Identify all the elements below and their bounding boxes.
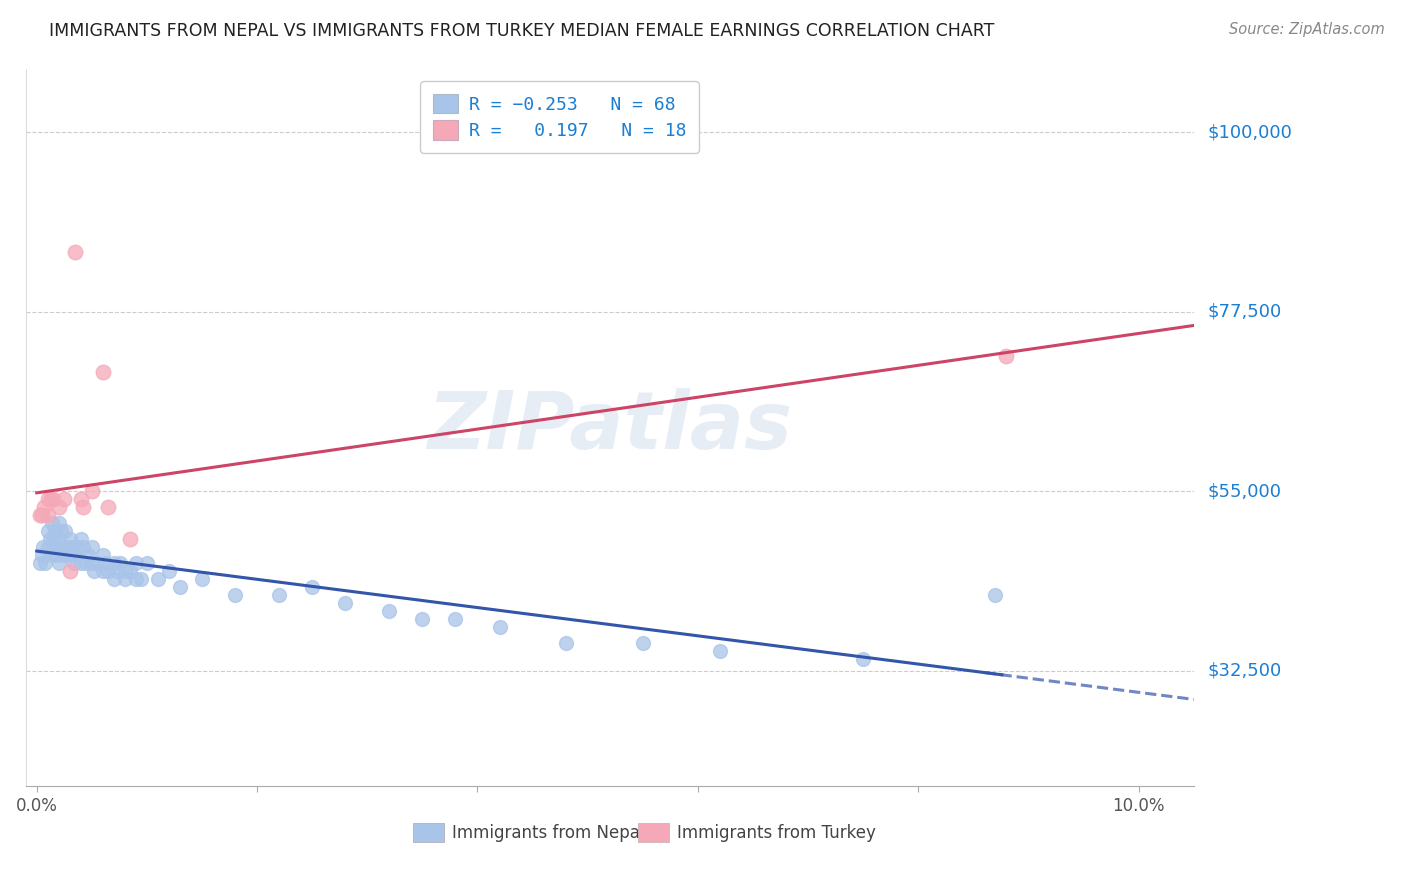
Point <box>105 564 128 578</box>
Point <box>631 635 654 649</box>
Point <box>411 612 433 626</box>
Text: $100,000: $100,000 <box>1208 123 1292 141</box>
Point <box>995 349 1018 363</box>
Point <box>72 540 94 554</box>
Point <box>34 500 56 514</box>
Point <box>39 548 62 562</box>
Point <box>41 516 63 530</box>
Point <box>69 532 91 546</box>
Text: Source: ZipAtlas.com: Source: ZipAtlas.com <box>1229 22 1385 37</box>
Point <box>53 524 76 538</box>
Point <box>83 564 105 578</box>
Point <box>103 572 125 586</box>
Point <box>169 580 191 594</box>
Point <box>31 508 53 522</box>
Point <box>72 500 94 514</box>
Point <box>31 548 53 562</box>
Point <box>39 492 62 507</box>
Point <box>59 564 82 578</box>
Point <box>48 516 70 530</box>
Point <box>335 596 357 610</box>
Point <box>135 556 157 570</box>
Point <box>114 564 136 578</box>
Point <box>114 572 136 586</box>
Point <box>42 532 65 546</box>
Point <box>28 508 51 522</box>
Text: IMMIGRANTS FROM NEPAL VS IMMIGRANTS FROM TURKEY MEDIAN FEMALE EARNINGS CORRELATI: IMMIGRANTS FROM NEPAL VS IMMIGRANTS FROM… <box>49 22 994 40</box>
Point <box>59 532 82 546</box>
Point <box>49 524 72 538</box>
Point <box>125 572 148 586</box>
Point <box>37 492 59 507</box>
Point <box>120 564 142 578</box>
Point <box>69 556 91 570</box>
Point <box>709 643 731 657</box>
Point <box>80 556 103 570</box>
Point <box>80 540 103 554</box>
Point <box>86 556 108 570</box>
Point <box>37 508 59 522</box>
Point <box>131 572 153 586</box>
Point <box>103 556 125 570</box>
Point <box>75 556 97 570</box>
Point <box>91 364 114 378</box>
Point <box>53 548 76 562</box>
Point <box>69 492 91 507</box>
Point <box>45 548 67 562</box>
Point <box>48 500 70 514</box>
Text: $77,500: $77,500 <box>1208 302 1282 321</box>
Point <box>191 572 214 586</box>
Point <box>51 540 73 554</box>
Point <box>80 484 103 499</box>
Point <box>378 604 401 618</box>
Point <box>488 620 510 634</box>
Point <box>97 500 120 514</box>
Point <box>59 548 82 562</box>
Point <box>38 532 60 546</box>
Point <box>77 548 100 562</box>
Point <box>34 556 56 570</box>
Point <box>444 612 467 626</box>
Point <box>37 540 59 554</box>
Point <box>28 556 51 570</box>
Point <box>48 532 70 546</box>
Point <box>120 532 142 546</box>
Point <box>91 548 114 562</box>
Point <box>224 588 246 602</box>
Point <box>94 556 117 570</box>
Point <box>269 588 291 602</box>
Point <box>110 556 132 570</box>
Point <box>32 540 55 554</box>
Point <box>157 564 180 578</box>
Point <box>66 540 89 554</box>
Text: ZIPatlas: ZIPatlas <box>427 388 792 467</box>
Point <box>97 564 120 578</box>
Point <box>42 492 65 507</box>
Point <box>44 524 66 538</box>
Point <box>44 540 66 554</box>
Point <box>63 556 86 570</box>
Point <box>852 651 875 665</box>
Point <box>53 492 76 507</box>
Point <box>301 580 323 594</box>
Point <box>146 572 169 586</box>
Text: Immigrants from Turkey: Immigrants from Turkey <box>678 823 876 841</box>
Point <box>37 524 59 538</box>
Point <box>48 556 70 570</box>
Legend: R = −0.253   N = 68, R =   0.197   N = 18: R = −0.253 N = 68, R = 0.197 N = 18 <box>420 81 699 153</box>
Text: Immigrants from Nepal: Immigrants from Nepal <box>453 823 645 841</box>
Point <box>125 556 148 570</box>
Text: $55,000: $55,000 <box>1208 482 1282 500</box>
Point <box>554 635 576 649</box>
Point <box>984 588 1007 602</box>
Point <box>65 244 87 259</box>
Point <box>60 540 83 554</box>
Point <box>56 540 79 554</box>
Point <box>65 548 87 562</box>
Point <box>91 564 114 578</box>
Text: $32,500: $32,500 <box>1208 662 1282 680</box>
